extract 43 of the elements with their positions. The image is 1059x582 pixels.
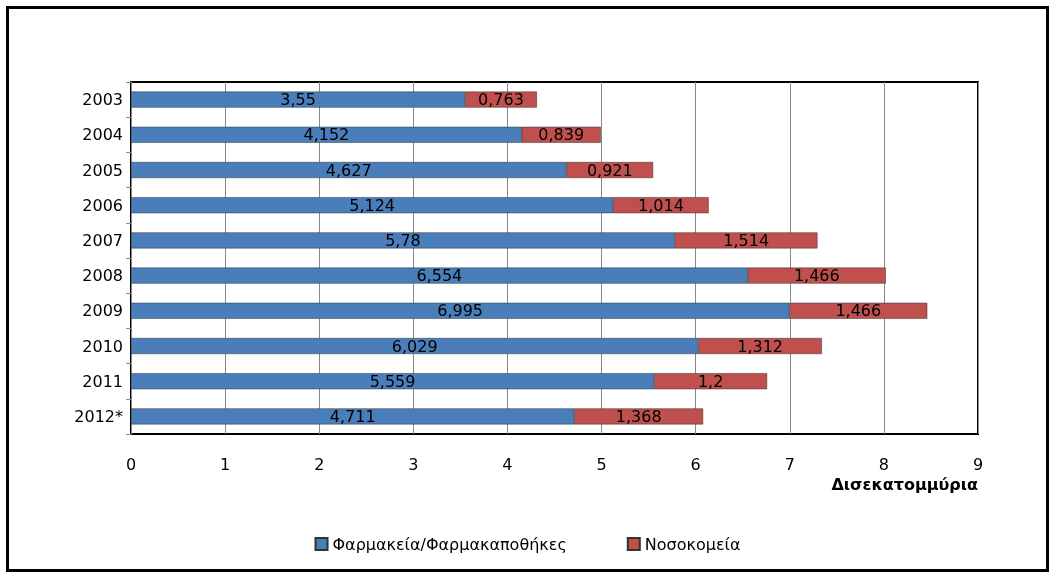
data-label: 0,763 — [478, 90, 524, 110]
y-tick-label: 2008 — [82, 266, 123, 286]
y-tick-label: 2006 — [82, 195, 123, 215]
y-tick-label: 2009 — [82, 301, 123, 321]
data-label: 1,368 — [615, 406, 662, 426]
x-tick-label: 0 — [125, 454, 137, 474]
data-label: 1,514 — [723, 230, 770, 250]
data-label: 5,559 — [369, 371, 416, 391]
data-label: 1,312 — [737, 336, 784, 356]
data-label: 1,466 — [835, 301, 882, 321]
data-label: 6,554 — [416, 266, 463, 286]
data-label: 3,55 — [280, 90, 316, 110]
x-tick-label: 1 — [220, 454, 231, 474]
data-label: 4,152 — [303, 125, 350, 145]
x-tick-label: 9 — [972, 454, 984, 474]
x-tick-label: 4 — [502, 454, 513, 474]
y-tick-label: 2003 — [82, 90, 123, 110]
data-label: 4,711 — [329, 406, 376, 426]
x-tick-label: 6 — [690, 454, 701, 474]
data-label: 1,014 — [638, 195, 684, 215]
y-tick-label: 2005 — [82, 160, 123, 180]
data-label: 5,78 — [385, 230, 421, 250]
data-label: 1,2 — [697, 371, 724, 391]
y-tick-label: 2004 — [82, 125, 123, 145]
x-axis-title: Δισεκατομμύρια — [831, 474, 979, 494]
data-label: 0,839 — [538, 125, 585, 145]
legend-label: Νοσοκομεία — [644, 534, 741, 554]
data-label: 6,995 — [437, 301, 484, 321]
y-tick-label: 2012* — [74, 406, 123, 426]
x-tick-label: 3 — [408, 454, 419, 474]
data-label: 0,921 — [586, 160, 633, 180]
data-label: 6,029 — [391, 336, 438, 356]
data-label: 4,627 — [325, 160, 372, 180]
data-label: 5,124 — [349, 195, 396, 215]
y-tick-label: 2007 — [82, 230, 123, 250]
x-tick-label: 8 — [878, 454, 889, 474]
x-tick-label: 7 — [784, 454, 795, 474]
data-label: 1,466 — [793, 266, 840, 286]
y-tick-label: 2011 — [82, 371, 123, 391]
y-tick-label: 2010 — [82, 336, 123, 356]
x-tick-label: 2 — [314, 454, 325, 474]
x-tick-label: 5 — [596, 454, 607, 474]
legend-label: Φαρμακεία/Φαρμακαποθήκες — [332, 534, 567, 554]
